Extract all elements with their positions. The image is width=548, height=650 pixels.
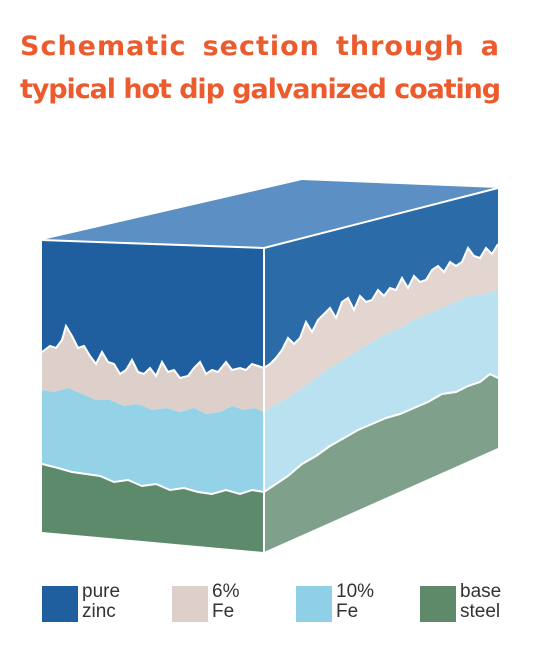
title-line-1: Schematic section through a xyxy=(20,31,500,62)
legend-swatch-10-fe xyxy=(296,586,332,622)
legend-label-10-fe: 10% Fe xyxy=(336,581,375,622)
front-6fe-layer xyxy=(42,326,264,414)
side-base-steel-layer xyxy=(264,374,498,552)
side-face xyxy=(264,188,498,552)
title-line-2: typical hot dip galvanized coating xyxy=(20,74,501,105)
fe10-steel-boundary xyxy=(41,372,499,496)
zinc-6fe-boundary-side xyxy=(263,243,499,369)
legend-label-pure-zinc: pure zinc xyxy=(82,581,121,622)
front-10fe-layer xyxy=(42,388,264,494)
edge-lines xyxy=(41,187,499,552)
side-6fe-layer xyxy=(264,244,498,412)
legend-swatch-pure-zinc xyxy=(42,586,78,622)
front-base-steel-layer xyxy=(42,464,264,552)
top-front-edge xyxy=(41,187,499,250)
side-10fe-layer xyxy=(264,290,498,492)
front-face xyxy=(42,240,264,552)
zinc-6fe-boundary-front xyxy=(41,323,265,380)
legend-swatch-6-fe xyxy=(172,586,208,622)
legend-label-base-steel: base steel xyxy=(460,581,502,622)
legend: pure zinc 6% Fe 10% Fe base steel xyxy=(0,580,548,640)
legend-swatch-base-steel xyxy=(420,586,456,622)
top-face xyxy=(42,180,498,248)
legend-label-6-fe: 6% Fe xyxy=(212,581,240,622)
front-pure-zinc-layer xyxy=(42,240,264,378)
